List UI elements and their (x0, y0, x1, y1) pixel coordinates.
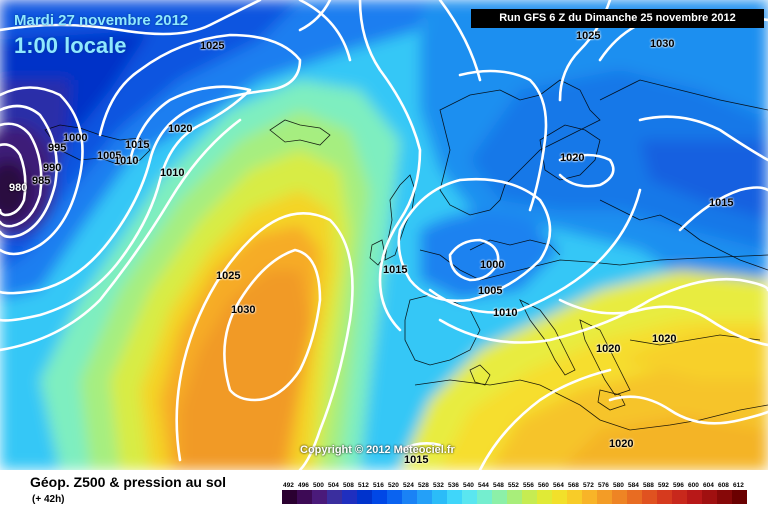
legend-swatch (702, 490, 717, 504)
legend-label: 528 (418, 482, 429, 489)
isobar-label: 1020 (609, 438, 634, 450)
legend-swatch (327, 490, 342, 504)
coastlines (44, 79, 768, 431)
legend-label: 516 (373, 482, 384, 489)
weather-map: Mardi 27 novembre 2012 1:00 locale Run G… (0, 0, 768, 470)
legend-swatch (387, 490, 402, 504)
isobar-label: 1025 (216, 270, 241, 282)
legend-swatch (432, 490, 447, 504)
color-legend: 492 496 500 504 508 512 516 520 524 528 532 536 540 5… (282, 482, 747, 504)
legend-swatch (627, 490, 642, 504)
isobar-label: 985 (32, 175, 51, 187)
copyright: Copyright © 2012 Meteociel.fr (300, 444, 455, 456)
legend-swatch (567, 490, 582, 504)
legend-label: 492 (283, 482, 294, 489)
legend-label: 568 (568, 482, 579, 489)
isobar-label: 1000 (63, 132, 88, 144)
isobar-label: 1020 (596, 343, 621, 355)
legend-swatch (417, 490, 432, 504)
legend-swatch (297, 490, 312, 504)
legend-swatch (732, 490, 747, 504)
geopotential-field (0, 0, 768, 470)
legend-label: 544 (478, 482, 489, 489)
isobar-label: 980 (9, 182, 28, 194)
isobar-label: 1025 (200, 40, 225, 52)
legend-label: 584 (628, 482, 639, 489)
legend-swatch (357, 490, 372, 504)
legend-label: 596 (673, 482, 684, 489)
legend-swatch (642, 490, 657, 504)
legend-label: 604 (703, 482, 714, 489)
legend-label: 592 (658, 482, 669, 489)
legend-swatch (477, 490, 492, 504)
legend-swatch (522, 490, 537, 504)
isobar-label: 1010 (160, 167, 185, 179)
isobar-label: 1005 (478, 285, 503, 297)
legend-label: 520 (388, 482, 399, 489)
legend-label: 608 (718, 482, 729, 489)
map-title: Géop. Z500 & pression au sol (30, 474, 227, 490)
legend-label: 532 (433, 482, 444, 489)
legend-label: 556 (523, 482, 534, 489)
forecast-offset: (+ 42h) (32, 494, 65, 505)
isobar-label: 1015 (404, 454, 429, 466)
isobar-label: 1020 (168, 123, 193, 135)
legend-label: 496 (298, 482, 309, 489)
isobar-label: 1010 (114, 155, 139, 167)
isobar-label: 1030 (231, 304, 256, 316)
legend-label: 564 (553, 482, 564, 489)
legend-label: 536 (448, 482, 459, 489)
isobar-label: 1005 (97, 150, 122, 162)
legend-label: 548 (493, 482, 504, 489)
legend-swatch (717, 490, 732, 504)
run-banner: Run GFS 6 Z du Dimanche 25 novembre 2012 (471, 9, 764, 28)
legend-label: 572 (583, 482, 594, 489)
forecast-date: Mardi 27 novembre 2012 (14, 12, 189, 29)
legend-label: 612 (733, 482, 744, 489)
isobar-label: 990 (43, 162, 62, 174)
isobar-label: 1020 (652, 333, 677, 345)
legend-label: 540 (463, 482, 474, 489)
legend-label: 500 (313, 482, 324, 489)
isobar-label: 1030 (650, 38, 675, 50)
legend-swatch (672, 490, 687, 504)
legend-swatch (582, 490, 597, 504)
isobar-label: 1020 (560, 152, 585, 164)
legend-swatch (537, 490, 552, 504)
legend-swatch (612, 490, 627, 504)
legend-swatch (312, 490, 327, 504)
legend-label: 588 (643, 482, 654, 489)
legend-label: 512 (358, 482, 369, 489)
legend-swatch (492, 490, 507, 504)
legend-swatch (402, 490, 417, 504)
legend-swatch (507, 490, 522, 504)
legend-swatch (462, 490, 477, 504)
legend-label: 552 (508, 482, 519, 489)
legend-swatch (687, 490, 702, 504)
legend-swatch (657, 490, 672, 504)
isobar-label: 995 (48, 142, 67, 154)
isobar-label: 1015 (709, 197, 734, 209)
legend-swatch (372, 490, 387, 504)
isobar-label: 1000 (480, 259, 505, 271)
legend-label: 576 (598, 482, 609, 489)
legend-label: 580 (613, 482, 624, 489)
legend-label: 600 (688, 482, 699, 489)
isobar-label: 1010 (493, 307, 518, 319)
isobar-label: 1015 (125, 139, 150, 151)
legend-label: 508 (343, 482, 354, 489)
legend-swatch (447, 490, 462, 504)
legend-swatch (597, 490, 612, 504)
isobar-label: 1015 (383, 264, 408, 276)
forecast-time: 1:00 locale (14, 33, 127, 58)
legend-swatch (282, 490, 297, 504)
legend-label: 524 (403, 482, 414, 489)
isobar-label: 1025 (576, 30, 601, 42)
legend-swatch (552, 490, 567, 504)
legend-label: 504 (328, 482, 339, 489)
legend-swatch (342, 490, 357, 504)
legend-label: 560 (538, 482, 549, 489)
